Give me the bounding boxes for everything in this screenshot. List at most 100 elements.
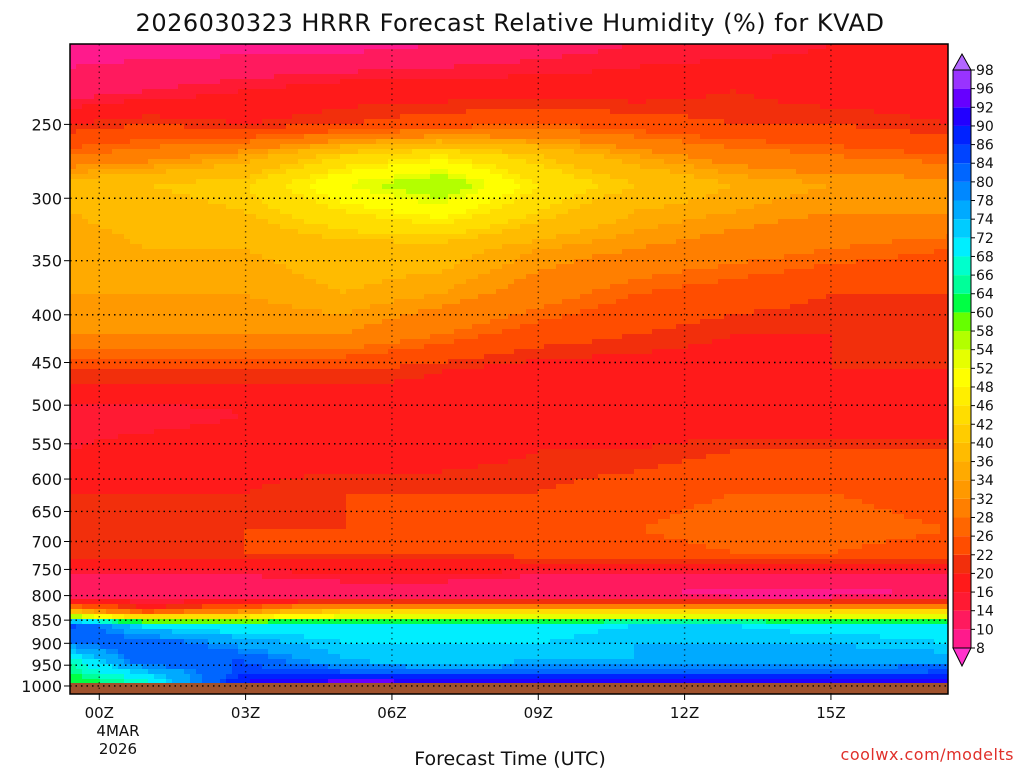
rh-cell — [628, 209, 635, 215]
rh-cell — [514, 94, 521, 100]
rh-cell — [268, 154, 275, 160]
rh-cell — [184, 124, 191, 130]
rh-cell — [646, 154, 653, 160]
rh-cell — [574, 189, 581, 195]
rh-cell — [160, 79, 167, 85]
rh-cell — [562, 194, 569, 200]
rh-cell — [928, 44, 935, 50]
rh-cell — [244, 54, 251, 60]
rh-cell — [538, 124, 545, 130]
rh-cell — [76, 134, 83, 140]
rh-cell — [724, 139, 731, 145]
rh-cell — [748, 59, 755, 65]
rh-cell — [778, 69, 785, 75]
rh-cell — [274, 199, 281, 205]
rh-cell — [760, 159, 767, 165]
rh-cell — [850, 114, 857, 120]
rh-cell — [136, 124, 143, 130]
rh-cell — [256, 119, 263, 125]
rh-cell — [832, 159, 839, 165]
rh-cell — [610, 179, 617, 185]
rh-cell — [544, 124, 551, 130]
rh-cell — [328, 134, 335, 140]
rh-cell — [400, 49, 407, 55]
rh-cell — [202, 114, 209, 120]
rh-cell — [220, 124, 227, 130]
rh-cell — [574, 54, 581, 60]
rh-cell — [286, 54, 293, 60]
rh-cell — [934, 189, 941, 195]
rh-cell — [268, 49, 275, 55]
rh-cell — [928, 194, 935, 200]
rh-cell — [826, 159, 833, 165]
rh-cell — [280, 104, 287, 110]
rh-cell — [880, 154, 887, 160]
rh-cell — [502, 199, 509, 205]
rh-cell — [868, 179, 875, 185]
rh-cell — [766, 134, 773, 140]
rh-cell — [106, 149, 113, 155]
rh-cell — [196, 149, 203, 155]
rh-cell — [148, 164, 155, 170]
rh-cell — [328, 69, 335, 75]
rh-cell — [454, 169, 461, 175]
rh-cell — [694, 174, 701, 180]
rh-cell — [280, 159, 287, 165]
rh-cell — [784, 134, 791, 140]
rh-cell — [130, 59, 137, 65]
rh-cell — [808, 54, 815, 60]
rh-cell — [472, 169, 479, 175]
rh-cell — [844, 159, 851, 165]
rh-cell — [610, 64, 617, 70]
rh-cell — [358, 99, 365, 105]
rh-cell — [484, 164, 491, 170]
rh-cell — [328, 194, 335, 200]
rh-cell — [754, 119, 761, 125]
rh-cell — [190, 74, 197, 80]
rh-cell — [832, 109, 839, 115]
rh-cell — [142, 79, 149, 85]
rh-cell — [322, 149, 329, 155]
rh-cell — [364, 159, 371, 165]
rh-cell — [124, 144, 131, 150]
rh-cell — [904, 174, 911, 180]
rh-cell — [196, 139, 203, 145]
rh-cell — [574, 199, 581, 205]
rh-cell — [112, 184, 119, 190]
rh-cell — [382, 64, 389, 70]
rh-cell — [904, 149, 911, 155]
rh-cell — [454, 159, 461, 165]
rh-cell — [688, 74, 695, 80]
rh-cell — [664, 189, 671, 195]
rh-cell — [394, 154, 401, 160]
rh-cell — [502, 159, 509, 165]
rh-cell — [292, 204, 299, 210]
rh-cell — [124, 149, 131, 155]
rh-cell — [298, 109, 305, 115]
rh-cell — [460, 149, 467, 155]
rh-cell — [544, 174, 551, 180]
rh-cell — [736, 49, 743, 55]
rh-cell — [208, 144, 215, 150]
rh-cell — [436, 124, 443, 130]
rh-cell — [844, 59, 851, 65]
rh-cell — [646, 104, 653, 110]
rh-cell — [736, 194, 743, 200]
rh-cell — [226, 104, 233, 110]
rh-cell — [400, 104, 407, 110]
rh-cell — [298, 149, 305, 155]
rh-cell — [130, 144, 137, 150]
rh-cell — [580, 94, 587, 100]
rh-cell — [634, 104, 641, 110]
rh-cell — [160, 119, 167, 125]
rh-cell — [124, 99, 131, 105]
rh-cell — [544, 209, 551, 215]
rh-cell — [928, 164, 935, 170]
rh-cell — [604, 134, 611, 140]
rh-cell — [142, 69, 149, 75]
rh-cell — [226, 69, 233, 75]
rh-cell — [802, 209, 809, 215]
rh-cell — [130, 164, 137, 170]
rh-cell — [496, 44, 503, 50]
rh-cell — [610, 79, 617, 85]
